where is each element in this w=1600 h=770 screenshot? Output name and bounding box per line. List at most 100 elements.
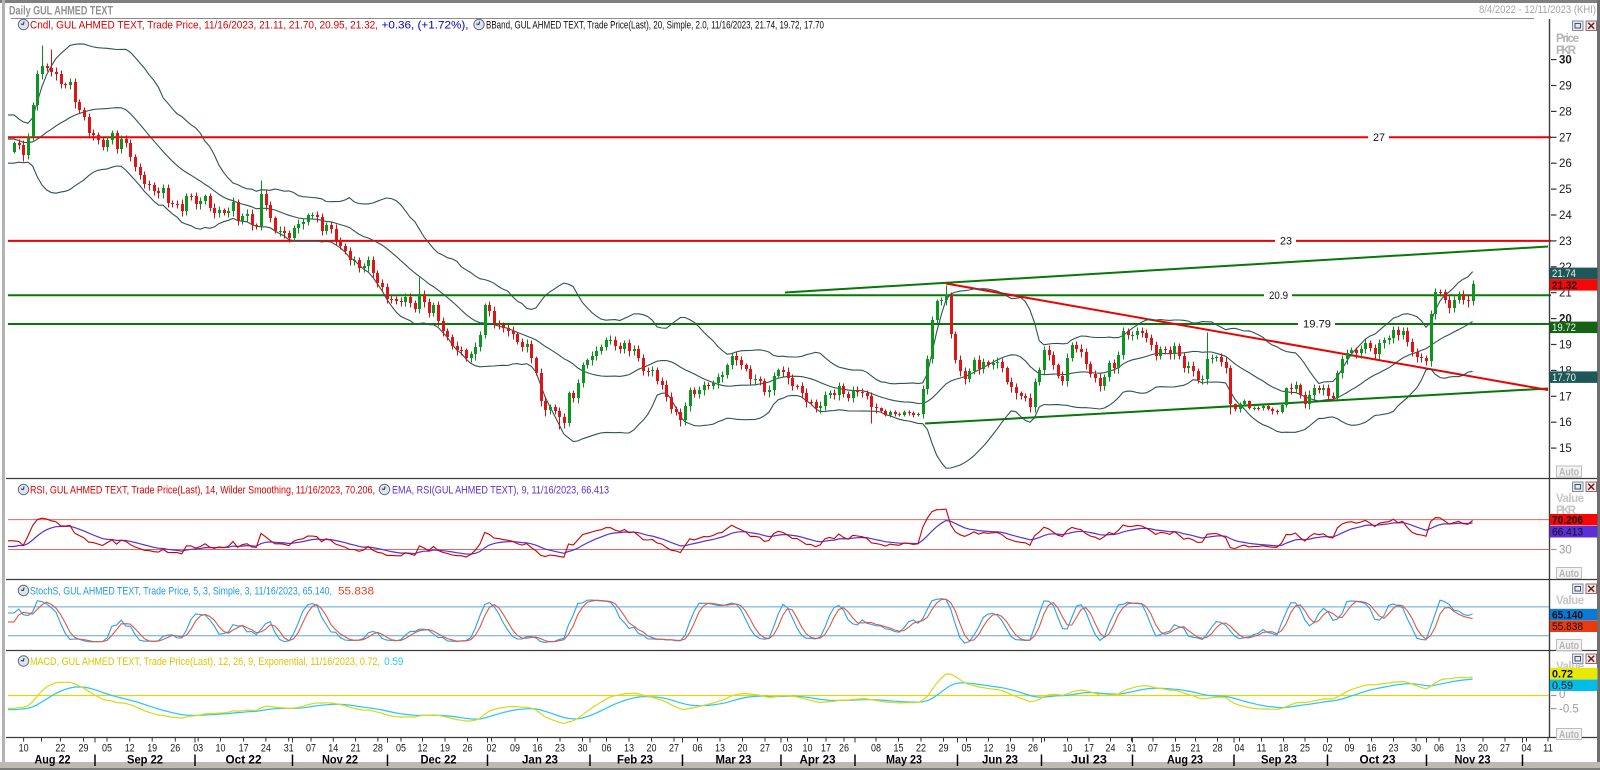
- svg-text:0.59: 0.59: [1552, 680, 1573, 692]
- svg-text:|: |: [588, 755, 591, 767]
- svg-text:65.140: 65.140: [1552, 609, 1583, 621]
- svg-text:Nov 23: Nov 23: [1455, 755, 1491, 767]
- svg-text:26: 26: [839, 743, 849, 755]
- svg-text:Nov 22: Nov 22: [322, 755, 358, 767]
- svg-text:11: 11: [1543, 743, 1553, 755]
- svg-text:21: 21: [1559, 288, 1572, 300]
- svg-text:22: 22: [916, 743, 926, 755]
- svg-text:17: 17: [1559, 391, 1572, 403]
- svg-text:Daily GUL AHMED TEXT: Daily GUL AHMED TEXT: [9, 6, 113, 18]
- svg-text:25: 25: [1559, 184, 1572, 196]
- svg-text:Jun 23: Jun 23: [982, 755, 1018, 767]
- svg-text:|: |: [853, 755, 856, 767]
- svg-text:07: 07: [1148, 743, 1158, 755]
- svg-text:19.79: 19.79: [1303, 319, 1331, 331]
- svg-text:25: 25: [1300, 743, 1310, 755]
- svg-text:20: 20: [647, 743, 657, 755]
- svg-text:27: 27: [1559, 132, 1572, 144]
- svg-text:0.59: 0.59: [384, 656, 403, 668]
- svg-text:Auto: Auto: [1559, 568, 1579, 580]
- svg-text:29: 29: [939, 743, 949, 755]
- svg-text:06: 06: [693, 743, 703, 755]
- svg-text:27: 27: [1373, 132, 1385, 144]
- svg-text:07: 07: [306, 743, 316, 755]
- svg-text:|: |: [1425, 755, 1428, 767]
- svg-text:24: 24: [1559, 210, 1572, 222]
- svg-text:24: 24: [261, 743, 271, 755]
- svg-text:05: 05: [102, 743, 112, 755]
- svg-text:19: 19: [1559, 340, 1572, 352]
- svg-text:17: 17: [239, 743, 249, 755]
- svg-text:Sep 22: Sep 22: [127, 755, 163, 767]
- svg-text:30: 30: [1559, 55, 1572, 67]
- svg-text:19: 19: [440, 743, 450, 755]
- svg-text:09: 09: [1345, 743, 1355, 755]
- svg-text:Auto: Auto: [1559, 640, 1579, 652]
- svg-text:10: 10: [803, 743, 813, 755]
- svg-text:09: 09: [510, 743, 520, 755]
- svg-text:StochS, GUL AHMED TEXT, Trade: StochS, GUL AHMED TEXT, Trade Price, 5, …: [30, 586, 332, 598]
- svg-text:27: 27: [669, 743, 679, 755]
- svg-text:13: 13: [1456, 743, 1466, 755]
- svg-text:10: 10: [1063, 743, 1073, 755]
- svg-text:12: 12: [984, 743, 994, 755]
- svg-text:05: 05: [962, 743, 972, 755]
- svg-text:21.32: 21.32: [1552, 280, 1577, 292]
- svg-text:|: |: [779, 755, 782, 767]
- svg-text:22: 22: [55, 743, 65, 755]
- svg-text:16: 16: [533, 743, 543, 755]
- svg-text:02: 02: [1323, 743, 1333, 755]
- svg-text:|: |: [1326, 755, 1329, 767]
- svg-text:PKR: PKR: [1556, 45, 1577, 57]
- svg-text:17: 17: [821, 743, 831, 755]
- svg-text:28: 28: [373, 743, 383, 755]
- svg-text:23: 23: [1559, 236, 1572, 248]
- svg-text:0.72: 0.72: [1552, 668, 1573, 680]
- svg-text:Dec 22: Dec 22: [421, 755, 457, 767]
- svg-text:RSI, GUL AHMED TEXT, Trade Pri: RSI, GUL AHMED TEXT, Trade Price(Last), …: [30, 485, 375, 497]
- svg-text:30: 30: [578, 743, 588, 755]
- svg-text:Cndl, GUL AHMED TEXT, Trade Pr: Cndl, GUL AHMED TEXT, Trade Price, 11/16…: [30, 20, 378, 32]
- svg-text:MACD, GUL AHMED TEXT, Trade Pr: MACD, GUL AHMED TEXT, Trade Price(Last),…: [30, 656, 380, 668]
- svg-text:0: 0: [1559, 689, 1565, 701]
- svg-text:Feb 23: Feb 23: [617, 755, 653, 767]
- svg-text:|: |: [93, 755, 96, 767]
- svg-text:29: 29: [79, 743, 89, 755]
- svg-text:|: |: [1040, 755, 1043, 767]
- svg-text:26: 26: [1559, 158, 1572, 170]
- svg-text:15: 15: [1171, 743, 1181, 755]
- svg-text:03: 03: [783, 743, 793, 755]
- svg-text:23: 23: [1389, 743, 1399, 755]
- svg-text:Oct 23: Oct 23: [1360, 755, 1396, 767]
- svg-text:Value: Value: [1556, 493, 1584, 505]
- svg-text:04: 04: [1522, 743, 1532, 755]
- svg-text:Jan 23: Jan 23: [522, 755, 558, 767]
- svg-text:14: 14: [328, 743, 338, 755]
- svg-text:|: |: [1521, 755, 1524, 767]
- svg-text:02: 02: [487, 743, 497, 755]
- svg-text:19: 19: [147, 743, 157, 755]
- svg-text:21: 21: [351, 743, 361, 755]
- svg-text:|: |: [486, 755, 489, 767]
- svg-text:21.74: 21.74: [1552, 268, 1576, 280]
- svg-text:24: 24: [1106, 743, 1116, 755]
- svg-text:Auto: Auto: [1559, 729, 1579, 741]
- svg-text:BBand, GUL AHMED TEXT, Trade P: BBand, GUL AHMED TEXT, Trade Price(Last)…: [486, 20, 824, 32]
- svg-text:|: |: [193, 755, 196, 767]
- svg-text:May 23: May 23: [886, 755, 922, 767]
- svg-text:EMA, RSI(GUL AHMED TEXT), 9,: EMA, RSI(GUL AHMED TEXT), 9, 11/16/2023,…: [392, 485, 609, 497]
- svg-text:23: 23: [555, 743, 565, 755]
- svg-text:06: 06: [1434, 743, 1444, 755]
- svg-text:10: 10: [19, 743, 29, 755]
- svg-text:Mar 23: Mar 23: [716, 755, 752, 767]
- svg-text:30: 30: [1411, 743, 1421, 755]
- svg-text:|: |: [1131, 755, 1134, 767]
- svg-text:8/4/2022 - 12/11/2023 (KHI): 8/4/2022 - 12/11/2023 (KHI): [1479, 4, 1596, 16]
- svg-text:20.9: 20.9: [1269, 290, 1288, 302]
- svg-text:10: 10: [216, 743, 226, 755]
- svg-text:27: 27: [1500, 743, 1510, 755]
- svg-text:12: 12: [125, 743, 135, 755]
- svg-text:19: 19: [1006, 743, 1016, 755]
- svg-text:08: 08: [871, 743, 881, 755]
- svg-text:15: 15: [894, 743, 904, 755]
